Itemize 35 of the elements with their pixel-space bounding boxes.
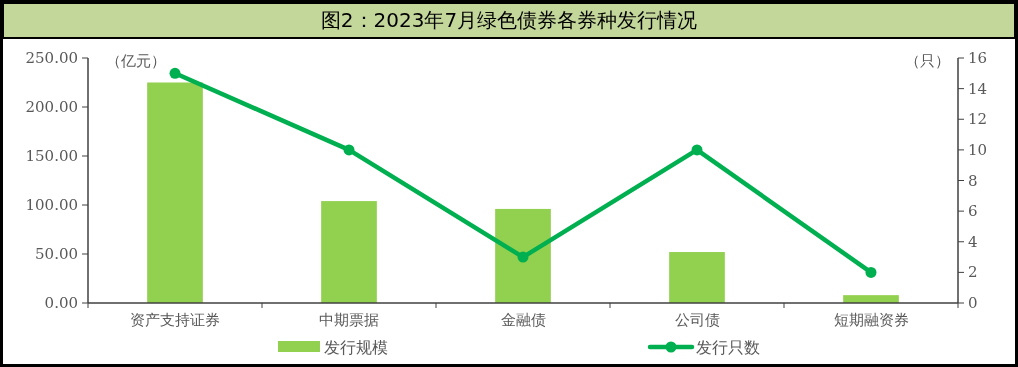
y2-tick-label: 2: [968, 263, 978, 282]
y-tick-label: 200.00: [25, 98, 78, 116]
y-tick-label: 100.00: [25, 196, 78, 214]
y-tick-label: 250.00: [25, 49, 78, 67]
y2-tick-label: 14: [968, 79, 988, 98]
point: [517, 251, 529, 263]
bar: [147, 82, 203, 303]
y-tick-label: 0.00: [44, 294, 78, 312]
bar: [495, 208, 551, 303]
y-tick-label: 50.00: [35, 245, 78, 263]
point: [169, 67, 181, 79]
y2-tick-label: 12: [968, 110, 988, 129]
legend-label: 发行规模: [324, 338, 388, 357]
x-tick-label: 中期票据: [319, 311, 379, 329]
point: [343, 144, 355, 156]
y2-tick-label: 4: [968, 232, 978, 251]
y2-axis-title: （只）: [905, 52, 950, 70]
y2-tick-label: 16: [968, 49, 988, 67]
chart-title: 图2：2023年7月绿色债券各券种发行情况: [320, 8, 698, 32]
x-tick-label: 资产支持证券: [130, 311, 220, 329]
point: [691, 144, 703, 156]
y2-tick-label: 10: [968, 140, 988, 159]
y2-tick-label: 8: [968, 171, 978, 190]
x-tick-label: 公司债: [674, 311, 720, 329]
y-tick-label: 150.00: [25, 147, 78, 165]
y2-tick-label: 6: [968, 202, 978, 221]
bar: [669, 252, 725, 303]
x-tick-label: 短期融资券: [833, 311, 909, 329]
bar: [321, 201, 377, 303]
x-tick-label: 金融债: [500, 311, 546, 329]
bar: [843, 295, 899, 303]
legend-label: 发行只数: [696, 338, 760, 357]
point: [865, 266, 877, 278]
y2-tick-label: 0: [968, 294, 978, 312]
y-axis-title: （亿元）: [106, 52, 166, 70]
